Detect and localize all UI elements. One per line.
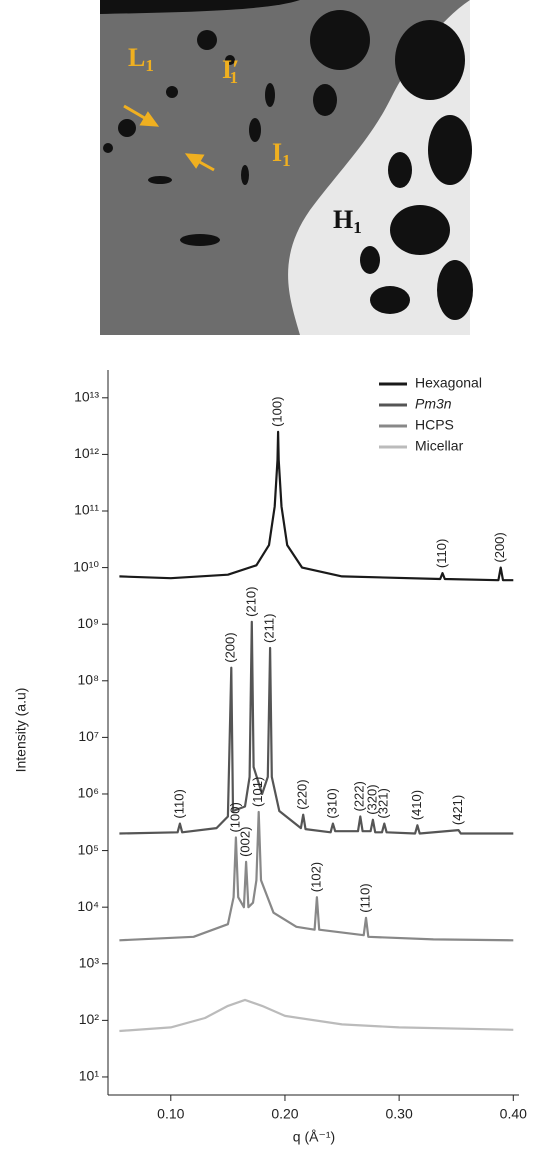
peak-label: (110) [357,883,372,912]
chart: Intensity (a.u) q (Å⁻¹) 0.10 0.20 0.30 0.40… [13,370,527,1145]
legend-label: Hexagonal [415,375,482,391]
peak-label: (200) [223,632,238,662]
series-line [119,998,514,1033]
legend-label: Micellar [415,438,464,454]
peak-label: (002) [238,827,253,857]
phase-label-sub: 1 [282,151,291,170]
phase-label-text: I′ [222,55,239,84]
peak-label: (101) [250,777,265,807]
phase-label-sub: 1 [229,68,238,87]
y-axis-label: Intensity (a.u) [13,688,29,773]
y-tick-label: 10⁹ [77,615,99,631]
phase-label: I1 [272,138,291,170]
phase-label-sub: 1 [353,218,362,237]
peak-label: (102) [308,862,323,892]
peak-label: (321) [376,788,391,818]
y-tick-label: 10¹³ [74,389,99,405]
phase-label: L1 [128,43,154,75]
y-tick-label: 10⁵ [78,841,99,857]
peak-label: (310) [324,788,339,818]
peak-label: (320) [364,784,379,814]
y-tick-label: 10⁴ [77,898,99,914]
peak-label: (100) [270,397,285,427]
series-line [119,810,514,942]
peak-label: (100) [227,802,242,832]
texture [103,10,473,320]
y-tick-label: 10¹¹ [74,502,99,518]
dark-band [100,0,300,14]
legend-label: Pm3n [415,396,452,412]
phase-label-text: I [272,138,282,167]
y-tick-label: 10² [79,1011,100,1027]
phase-label: H1 [333,205,362,237]
peak-label: (421) [450,795,465,825]
phase-label: I′1 [222,55,239,87]
y-tick-label: 10³ [79,954,100,970]
peak-label: (110) [171,789,186,818]
x-tick-label: 0.30 [386,1106,413,1122]
y-tick-label: 10¹⁰ [73,558,99,574]
phase-label-text: L [128,43,145,72]
x-tick-label: 0.20 [271,1106,298,1122]
y-tick-label: 10⁸ [78,671,100,687]
y-tick-label: 10¹² [74,445,99,461]
series-line [119,430,514,582]
y-tick-label: 10⁷ [78,728,99,744]
series-line [119,620,514,835]
peak-label: (110) [434,539,449,568]
x-tick-label: 0.40 [500,1106,527,1122]
phase-label-text: H [333,205,353,234]
x-tick-label: 0.10 [157,1106,184,1122]
y-tick-label: 10⁶ [78,785,99,801]
peak-label: (211) [262,614,277,643]
peak-label: (220) [295,779,310,809]
peak-label: (410) [409,790,424,820]
legend-label: HCPS [415,417,454,433]
y-tick-label: 10¹ [79,1068,100,1084]
peak-label: (210) [243,586,258,616]
arrows [123,104,215,172]
peak-label: (222) [352,781,367,811]
micrograph: L1 I′1 I1 H1 [100,0,473,335]
x-axis-label: q (Å⁻¹) [293,1129,335,1145]
peak-label: (200) [492,532,507,562]
phase-label-sub: 1 [145,56,154,75]
